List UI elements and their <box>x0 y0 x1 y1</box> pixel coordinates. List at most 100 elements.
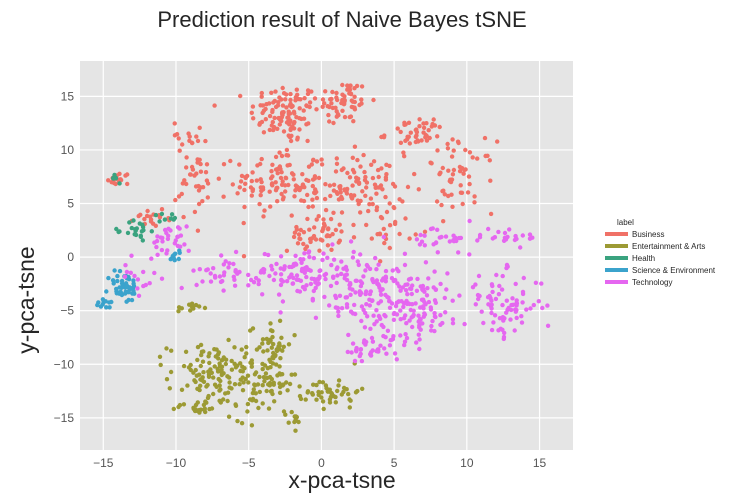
data-point <box>155 252 160 257</box>
data-point <box>198 383 203 388</box>
data-point <box>333 400 338 405</box>
data-point <box>218 378 223 384</box>
data-point <box>208 271 213 276</box>
data-point <box>326 226 331 231</box>
data-point <box>344 272 349 277</box>
data-point <box>259 94 264 99</box>
data-point <box>269 263 274 269</box>
data-point <box>302 96 307 101</box>
data-point <box>221 194 226 199</box>
data-point <box>358 164 363 169</box>
data-point <box>414 340 419 345</box>
data-point <box>337 238 342 243</box>
data-point <box>181 402 187 407</box>
data-point <box>334 90 339 96</box>
data-point <box>391 205 396 210</box>
data-point <box>430 121 435 127</box>
data-point <box>287 134 292 140</box>
data-point <box>160 239 165 244</box>
data-point <box>353 311 358 317</box>
data-point <box>278 266 283 271</box>
data-point <box>177 402 183 408</box>
data-point <box>446 168 451 173</box>
data-point <box>482 135 488 141</box>
data-point <box>367 303 372 308</box>
data-point <box>413 301 418 306</box>
data-point <box>500 273 505 279</box>
data-point <box>260 185 266 190</box>
data-point <box>504 262 510 268</box>
data-point <box>296 277 301 282</box>
data-point <box>333 227 339 233</box>
data-point <box>368 289 373 294</box>
data-point <box>289 409 294 415</box>
data-point <box>289 372 294 377</box>
data-point <box>329 262 334 268</box>
data-point <box>372 182 378 187</box>
data-point <box>219 372 224 378</box>
data-point <box>455 139 461 144</box>
data-point <box>268 359 273 365</box>
data-point <box>476 296 481 302</box>
data-point <box>267 273 272 279</box>
data-point <box>479 309 484 314</box>
data-point <box>424 293 430 298</box>
data-point <box>424 121 429 126</box>
data-point <box>398 333 403 338</box>
data-point <box>217 398 222 403</box>
data-point <box>227 385 232 390</box>
data-point <box>376 174 381 180</box>
data-point <box>414 129 420 135</box>
data-point <box>260 366 265 372</box>
data-point <box>123 173 128 178</box>
data-point <box>353 347 359 353</box>
data-point <box>501 318 506 323</box>
data-point <box>505 234 510 240</box>
data-point <box>269 90 274 96</box>
series-health <box>111 172 178 243</box>
data-point <box>298 97 303 102</box>
data-point <box>379 322 384 328</box>
data-point <box>330 232 335 237</box>
data-point <box>371 279 376 285</box>
data-point <box>383 279 388 284</box>
data-point <box>368 326 373 331</box>
data-point <box>321 251 326 256</box>
data-point <box>384 209 390 215</box>
data-point <box>337 222 342 227</box>
data-point <box>258 177 263 182</box>
data-point <box>432 269 437 274</box>
data-point <box>432 311 437 316</box>
data-point <box>430 318 435 324</box>
data-point <box>261 375 267 380</box>
data-point <box>350 167 356 173</box>
data-point <box>354 175 359 180</box>
data-point <box>338 190 343 195</box>
data-point <box>502 230 508 236</box>
data-point <box>284 105 289 110</box>
data-point <box>375 167 381 173</box>
data-point <box>263 106 268 112</box>
data-point <box>402 251 408 256</box>
data-point <box>173 251 178 256</box>
data-point <box>346 332 351 338</box>
data-point <box>334 161 340 166</box>
data-point <box>198 342 204 348</box>
legend-entry: Technology <box>632 278 672 287</box>
data-point <box>288 127 293 133</box>
data-point <box>273 353 278 359</box>
data-point <box>330 89 335 95</box>
data-point <box>278 254 284 259</box>
data-point <box>346 391 351 397</box>
data-point <box>334 156 339 161</box>
data-point <box>314 382 319 388</box>
data-point <box>188 308 193 313</box>
data-point <box>462 167 467 173</box>
data-point <box>183 349 189 354</box>
data-point <box>451 167 457 173</box>
data-point <box>456 250 461 255</box>
data-point <box>445 146 451 151</box>
data-point <box>415 138 420 143</box>
data-point <box>189 301 195 306</box>
data-points <box>95 82 551 433</box>
